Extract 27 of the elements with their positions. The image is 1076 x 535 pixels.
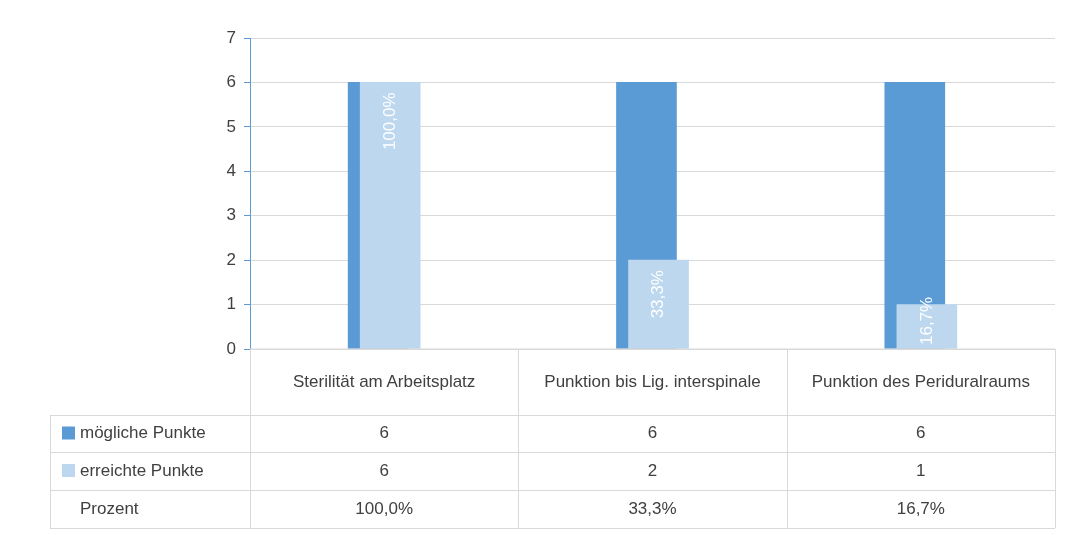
y-tick-label: 4: [226, 160, 236, 180]
y-tick-label: 7: [226, 27, 236, 47]
data-label: 6: [379, 460, 389, 480]
data-label: 6: [647, 423, 658, 443]
text: Prozent: [80, 498, 139, 518]
x-tick-label: Punktion bis Lig. interspinale: [544, 371, 761, 391]
y-tick-label: 3: [226, 205, 236, 225]
y-tick-label: 6: [226, 72, 236, 92]
bar: [359, 82, 421, 349]
legend-label: mögliche Punkte: [80, 423, 206, 443]
data-label: 1: [916, 460, 926, 480]
text: 16,7%: [896, 498, 945, 518]
data-label: 2: [647, 460, 658, 480]
annotation: 33,3%: [648, 270, 668, 319]
legend-label: erreichte Punkte: [80, 460, 204, 480]
y-tick-label: 5: [226, 116, 236, 136]
bar: [628, 259, 689, 349]
text: 33,3%: [628, 498, 677, 518]
y-tick-label: 1: [226, 294, 236, 314]
annotation: 100,0%: [379, 92, 399, 151]
text: 100,0%: [355, 498, 413, 518]
x-tick-label: Punktion des Periduralraums: [811, 371, 1030, 391]
y-tick-label: 0: [226, 338, 236, 358]
data-label: 6: [916, 423, 926, 443]
x-tick-label: Sterilität am Arbeitsplatz: [292, 371, 476, 391]
y-tick-label: 2: [226, 249, 236, 269]
data-label: 6: [379, 423, 389, 443]
